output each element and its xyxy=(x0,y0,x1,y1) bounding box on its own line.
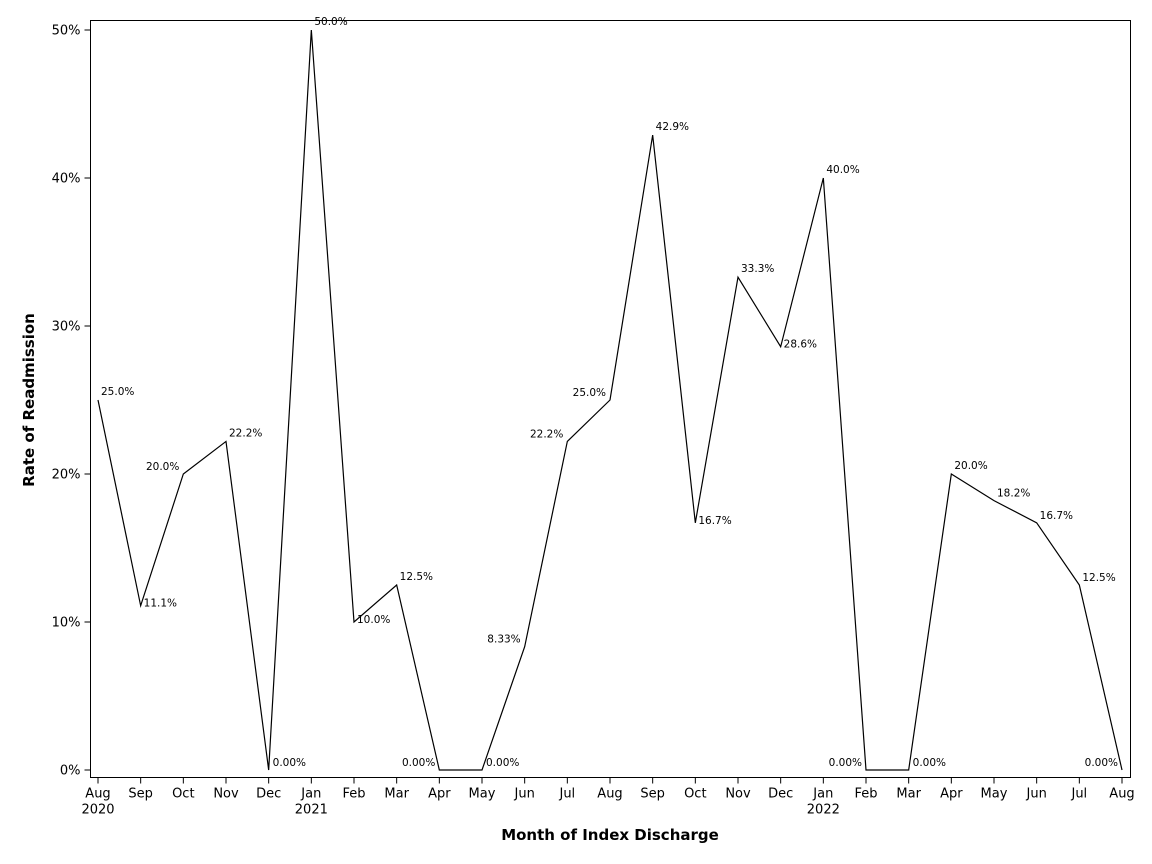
data-label: 12.5% xyxy=(400,571,433,583)
y-tick-label: 20% xyxy=(52,468,81,483)
data-label: 0.00% xyxy=(1085,757,1118,769)
x-tick-label: Jan xyxy=(812,787,833,802)
y-tick-label: 30% xyxy=(52,320,81,335)
x-tick-label: Nov xyxy=(213,787,239,802)
data-label: 18.2% xyxy=(997,488,1030,500)
x-tick-label: Jul xyxy=(558,787,575,802)
data-label: 0.00% xyxy=(829,757,862,769)
y-tick-label: 10% xyxy=(52,616,81,631)
x-tick-label: Jun xyxy=(1026,787,1047,802)
x-tick-label: Feb xyxy=(342,787,365,802)
data-label: 42.9% xyxy=(656,121,689,133)
x-axis-title: Month of Index Discharge xyxy=(501,826,719,844)
x-tick-label: Jun xyxy=(514,787,535,802)
data-label: 0.00% xyxy=(273,757,306,769)
data-label: 0.00% xyxy=(402,757,435,769)
data-label: 8.33% xyxy=(487,634,520,646)
y-axis-title: Rate of Readmission xyxy=(20,313,38,487)
data-label: 50.0% xyxy=(314,16,347,28)
x-tick-label: Feb xyxy=(854,787,877,802)
data-label: 16.7% xyxy=(1040,510,1073,522)
x-year-label: 2020 xyxy=(81,803,114,818)
x-tick-label: Nov xyxy=(725,787,751,802)
x-tick-label: Dec xyxy=(768,787,793,802)
x-tick-label: May xyxy=(981,787,1008,802)
x-tick-label: Dec xyxy=(256,787,281,802)
data-label: 22.2% xyxy=(530,428,563,440)
y-tick-label: 0% xyxy=(60,764,81,779)
data-label: 28.6% xyxy=(784,339,817,351)
y-axis: 0% 10% 20% 30% 40% 50% xyxy=(52,24,91,779)
x-tick-label: Mar xyxy=(896,787,921,802)
data-label: 20.0% xyxy=(954,460,987,472)
x-tick-label: Jan xyxy=(300,787,321,802)
data-label: 25.0% xyxy=(573,387,606,399)
x-year-label: 2022 xyxy=(807,803,840,818)
data-label: 12.5% xyxy=(1082,572,1115,584)
x-tick-label: Aug xyxy=(85,787,110,802)
data-label: 0.00% xyxy=(486,757,519,769)
x-tick-label: May xyxy=(469,787,496,802)
data-label: 16.7% xyxy=(698,515,731,527)
data-label: 0.00% xyxy=(913,757,946,769)
y-tick-label: 50% xyxy=(52,24,81,39)
data-labels: 25.0% 11.1% 20.0% 22.2% 0.00% 50.0% 10.0% 12.5%… xyxy=(101,16,1118,769)
data-label: 33.3% xyxy=(741,263,774,275)
x-tick-label: Aug xyxy=(1109,787,1134,802)
x-tick-label: Aug xyxy=(597,787,622,802)
x-tick-label: Apr xyxy=(428,787,451,802)
x-year-label: 2021 xyxy=(295,803,328,818)
data-label: 11.1% xyxy=(144,598,177,610)
y-tick-label: 40% xyxy=(52,172,81,187)
x-tick-label: Mar xyxy=(384,787,409,802)
x-tick-label: Jul xyxy=(1070,787,1087,802)
series-line xyxy=(97,29,1123,771)
data-label: 10.0% xyxy=(357,614,390,626)
x-tick-label: Oct xyxy=(172,787,194,802)
data-label: 22.2% xyxy=(229,427,262,439)
x-tick-label: Sep xyxy=(128,787,153,802)
data-label: 40.0% xyxy=(826,164,859,176)
x-tick-label: Apr xyxy=(940,787,963,802)
x-tick-label: Oct xyxy=(684,787,706,802)
x-tick-label: Sep xyxy=(640,787,665,802)
data-label: 20.0% xyxy=(146,461,179,473)
data-label: 25.0% xyxy=(101,386,134,398)
